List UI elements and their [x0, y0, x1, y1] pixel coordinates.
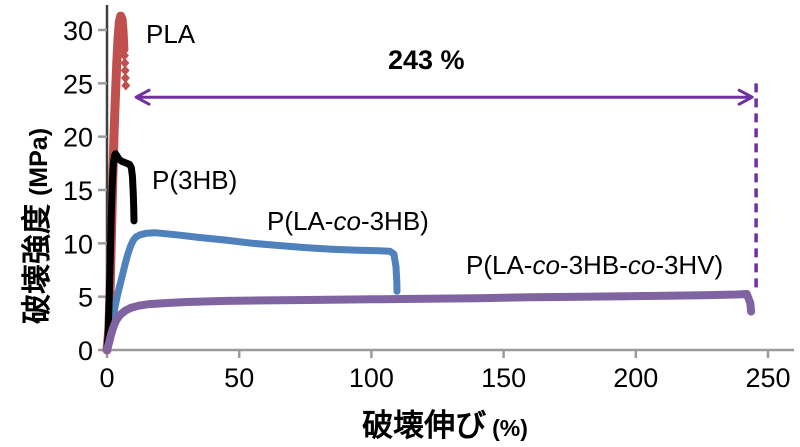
- elongation-annotation-label: 243 %: [388, 45, 465, 75]
- series-label-pla: PLA: [146, 19, 196, 49]
- x-tick-label-150: 150: [481, 363, 526, 393]
- series-marker-0-2: [120, 65, 130, 76]
- annotation-arrowhead-left: [134, 88, 151, 106]
- series-curve-p-la-co-3hb-co-3hv-: [103, 290, 756, 354]
- y-axis-title-text: 破壊強度: [21, 204, 54, 325]
- x-axis-title-unit: (%): [492, 415, 528, 441]
- y-tick-label-10: 10: [63, 229, 93, 259]
- x-axis-title: 破壊伸び (%): [362, 400, 528, 445]
- x-tick-label-50: 50: [224, 363, 254, 393]
- series-label-pla-co-3hb-co-3hv: P(LA-co-3HB-co-3HV): [466, 250, 724, 280]
- series-label-pla-co-3hb: P(LA-co-3HB): [267, 206, 429, 236]
- x-tick-label-0: 0: [99, 363, 114, 393]
- y-axis-title-unit: (MPa): [25, 127, 53, 197]
- series-marker-0-1: [120, 58, 130, 69]
- series-marker-0-4: [121, 80, 131, 91]
- y-axis-title: 破壊強度 (MPa): [12, 128, 56, 324]
- y-tick-label-30: 30: [63, 16, 93, 46]
- y-tick-label-5: 5: [78, 283, 93, 313]
- series-curve-p-3hb-: [103, 150, 138, 354]
- annotation-arrowhead-right: [737, 88, 754, 106]
- x-tick-label-250: 250: [745, 363, 790, 393]
- series-marker-0-3: [120, 72, 130, 83]
- series-marker-0-0: [119, 50, 129, 61]
- x-axis-title-text: 破壊伸び: [362, 408, 487, 443]
- y-tick-label-25: 25: [63, 69, 93, 99]
- y-tick-label-0: 0: [78, 336, 93, 366]
- y-tick-label-20: 20: [63, 123, 93, 153]
- series-label-p3hb: P(3HB): [152, 165, 238, 195]
- series-curve-p-la-co-3hb-: [103, 229, 401, 354]
- x-tick-label-200: 200: [613, 363, 658, 393]
- x-tick-label-100: 100: [349, 363, 394, 393]
- y-tick-label-15: 15: [63, 176, 93, 206]
